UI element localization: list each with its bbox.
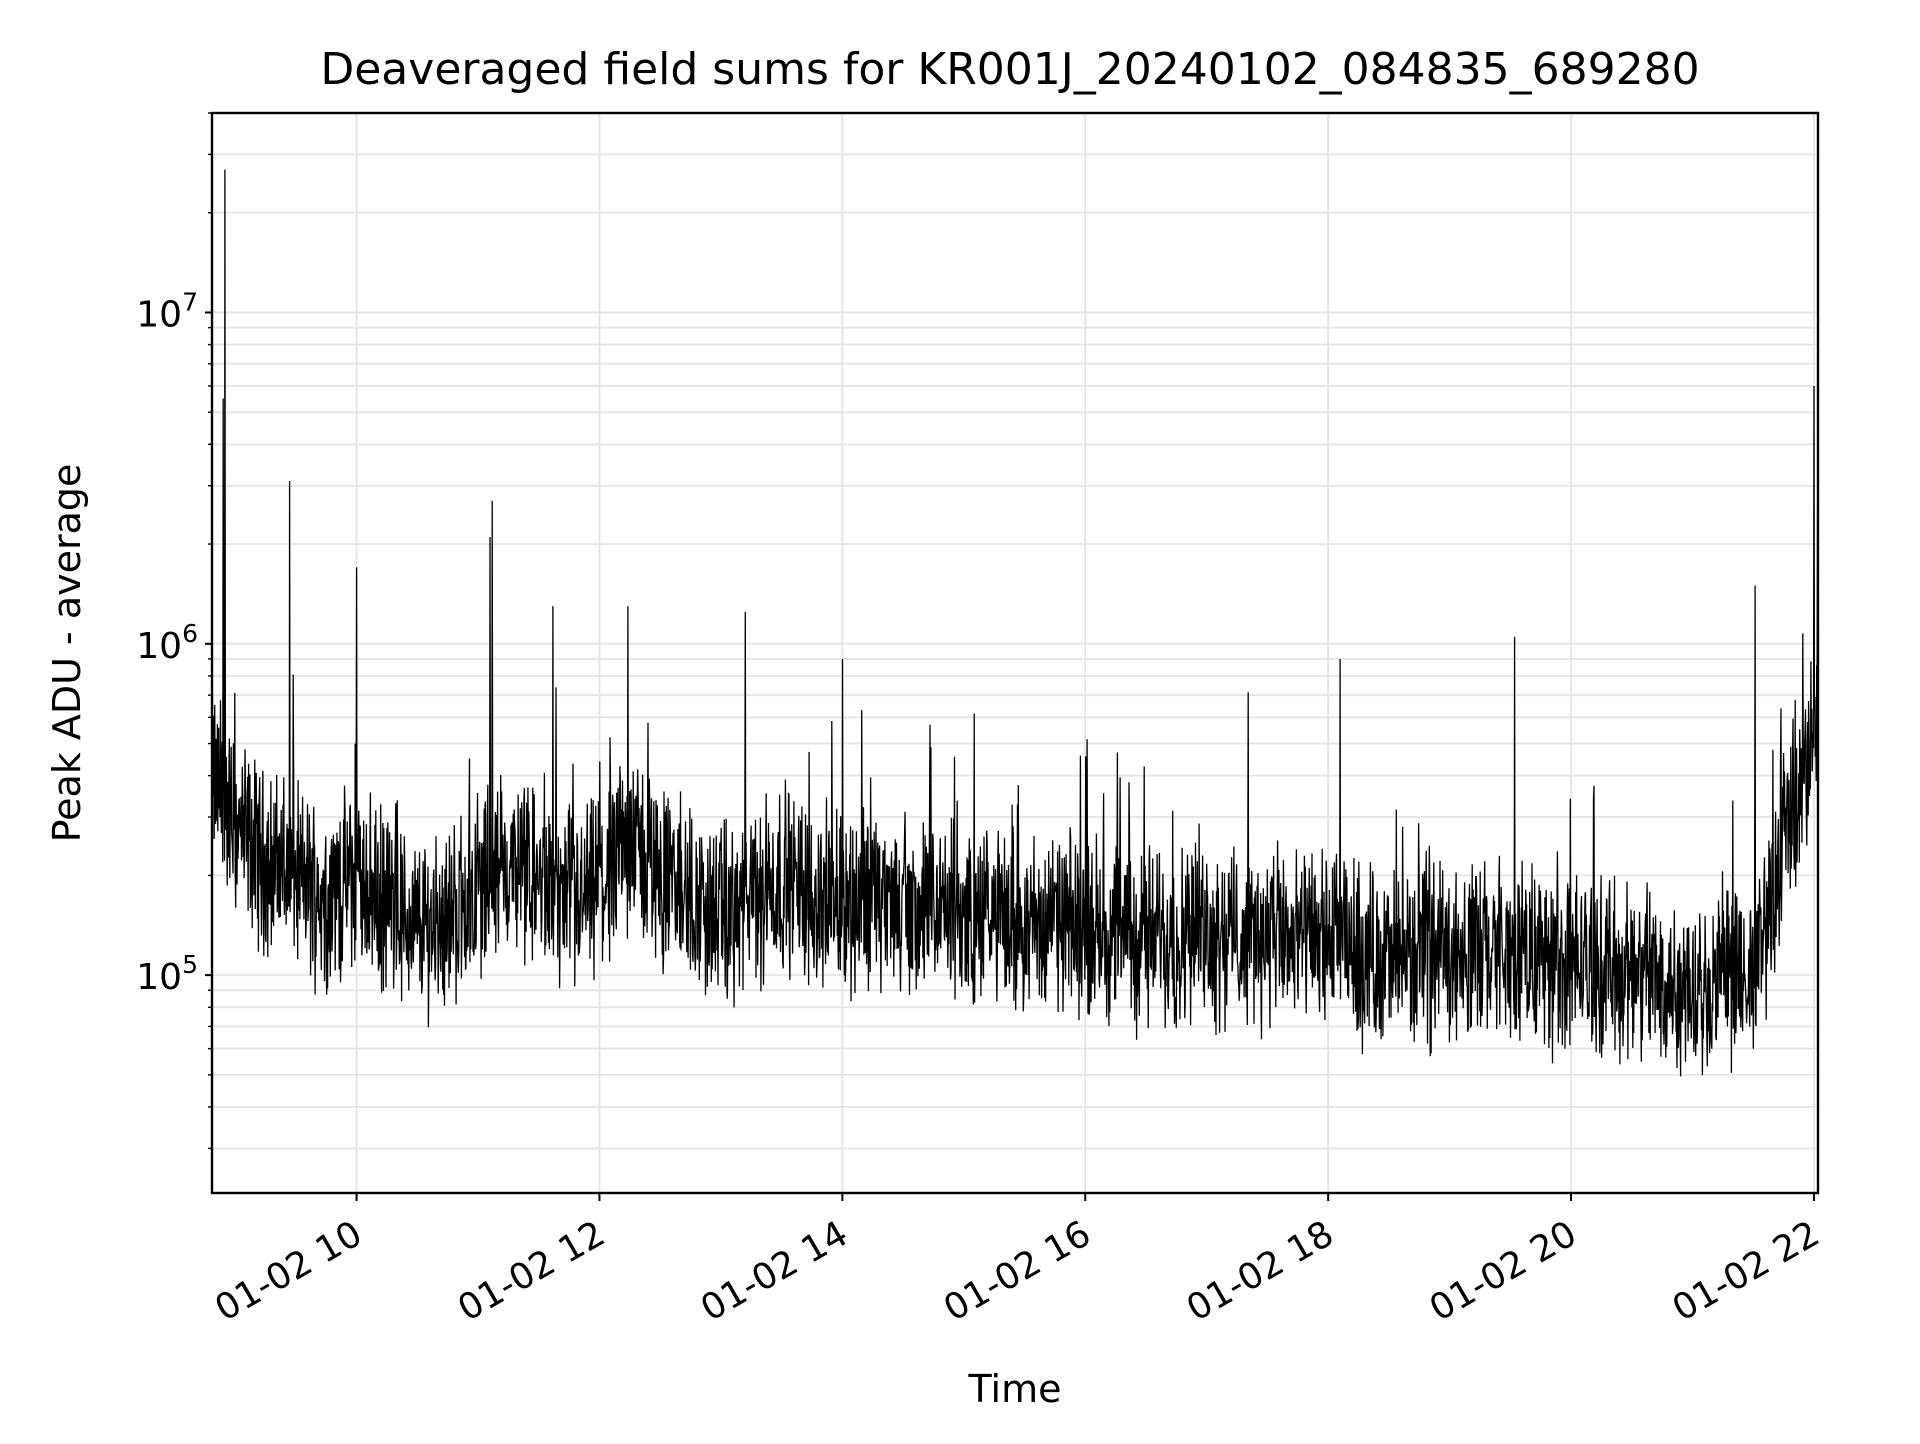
y-tick-label: 107 [136,287,198,335]
y-axis-label: Peak ADU - average [45,464,89,843]
y-tick-label: 105 [136,950,198,998]
data-series [211,169,1819,1077]
chart-title: Deaveraged field sums for KR001J_2024010… [320,44,1699,95]
y-tick-label: 106 [136,619,198,667]
x-axis-label: Time [968,1367,1062,1411]
plot-frame [210,111,1820,1195]
series-line [211,169,1819,1077]
